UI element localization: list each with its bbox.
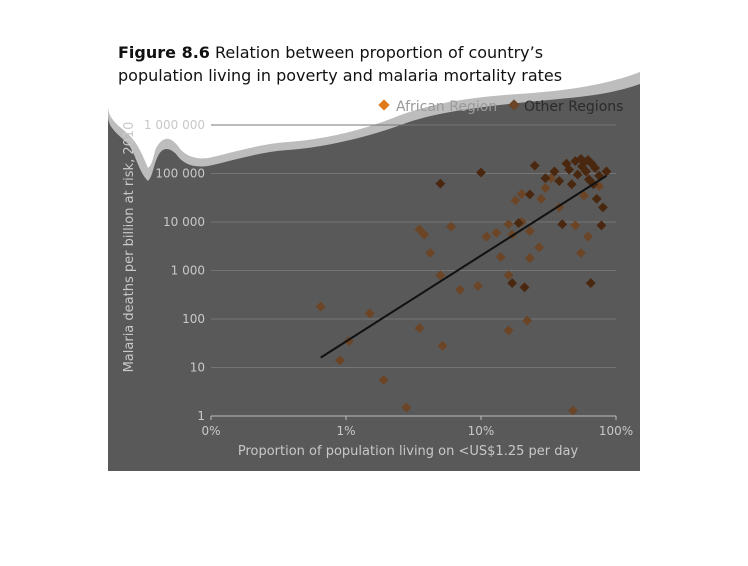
scatter-point	[524, 226, 535, 237]
scatter-point	[568, 405, 578, 416]
scatter-point	[437, 340, 448, 351]
scatter-point	[564, 164, 575, 175]
scatter-point	[495, 252, 506, 262]
scatter-point	[435, 178, 446, 189]
y-axis-ticks: 1 10 100 1 000 10 000 100 000 1 000 000	[144, 118, 205, 423]
scatter-point	[455, 284, 466, 295]
scatter-point	[476, 167, 486, 178]
scatter-point	[575, 248, 586, 258]
scatter-point	[590, 163, 601, 173]
x-axis-ticks: 0% 1% 10% 100%	[201, 416, 633, 438]
legend: African Region Other Regions	[378, 99, 623, 115]
y-tick-label: 1 000 000	[144, 118, 205, 132]
figure-number: Figure 8.6	[118, 43, 210, 62]
x-axis-label: Proportion of population living on <US$1…	[238, 444, 579, 459]
y-tick-label: 1	[197, 409, 205, 423]
scatter-point	[572, 169, 583, 180]
scatter-point	[419, 229, 430, 240]
scatter-point	[579, 190, 590, 201]
scatter-point	[516, 188, 527, 199]
scatter-point	[557, 219, 568, 230]
scatter-point	[414, 323, 425, 334]
y-tick-label: 1 000	[171, 264, 205, 278]
data-points	[315, 153, 612, 416]
scatter-point	[401, 402, 412, 413]
scatter-point	[473, 281, 483, 291]
scatter-point	[513, 218, 524, 229]
highlight-core	[108, 36, 640, 168]
scatter-point	[540, 183, 551, 194]
scatter-point	[481, 231, 492, 242]
y-tick-label: 10 000	[163, 215, 205, 229]
trend-line	[320, 174, 608, 359]
scatter-point	[534, 242, 545, 253]
scatter-point	[510, 195, 521, 206]
scatter-point	[601, 166, 612, 177]
scatter-point	[414, 224, 425, 235]
scatter-point	[540, 173, 551, 184]
scatter-point	[491, 227, 502, 238]
scatter-point	[566, 179, 577, 190]
y-tick-label: 100	[182, 312, 205, 326]
scatter-point	[315, 301, 326, 312]
x-tick-label: 100%	[599, 424, 633, 438]
figure-caption: Figure 8.6 Relation between proportion o…	[118, 41, 633, 87]
scatter-point	[597, 202, 608, 213]
legend-marker-other	[508, 99, 520, 111]
y-axis-label: Malaria deaths per billion at risk, 2010	[122, 122, 137, 373]
gridlines	[211, 124, 616, 417]
scatter-point	[554, 176, 565, 186]
scatter-point	[334, 355, 345, 366]
scatter-point	[425, 248, 436, 258]
scatter-point	[591, 193, 602, 204]
scatter-point	[549, 166, 560, 177]
scatter-point	[522, 315, 533, 326]
scatter-point	[570, 220, 581, 231]
scatter-point	[503, 219, 514, 230]
scatter-point	[596, 220, 607, 231]
scatter-point	[536, 193, 547, 204]
scatter-point	[583, 231, 593, 242]
legend-marker-african	[378, 99, 390, 111]
figure-caption-text: Relation between proportion of country’s…	[118, 43, 563, 85]
legend-label-other: Other Regions	[524, 99, 623, 115]
scatter-point	[524, 189, 535, 200]
scatter-point	[524, 253, 535, 264]
scatter-point	[546, 173, 556, 184]
scatter-point	[378, 375, 389, 386]
highlight-overlay	[108, 36, 640, 181]
scatter-point	[581, 166, 592, 177]
y-tick-label: 100 000	[155, 167, 205, 181]
scatter-point	[364, 308, 375, 319]
scatter-point	[519, 282, 530, 293]
x-tick-label: 0%	[201, 424, 220, 438]
scatter-point	[446, 221, 457, 232]
y-tick-label: 10	[190, 361, 205, 375]
legend-label-african: African Region	[396, 99, 497, 115]
x-tick-label: 10%	[468, 424, 495, 438]
figure-panel: Figure 8.6 Relation between proportion o…	[108, 36, 640, 471]
x-tick-label: 1%	[336, 424, 355, 438]
scatter-point	[503, 325, 514, 336]
scatter-plot: 1 10 100 1 000 10 000 100 000 1 000 000 0% 1% 10…	[122, 99, 633, 459]
scatter-point	[529, 160, 540, 171]
scatter-point	[585, 278, 596, 289]
